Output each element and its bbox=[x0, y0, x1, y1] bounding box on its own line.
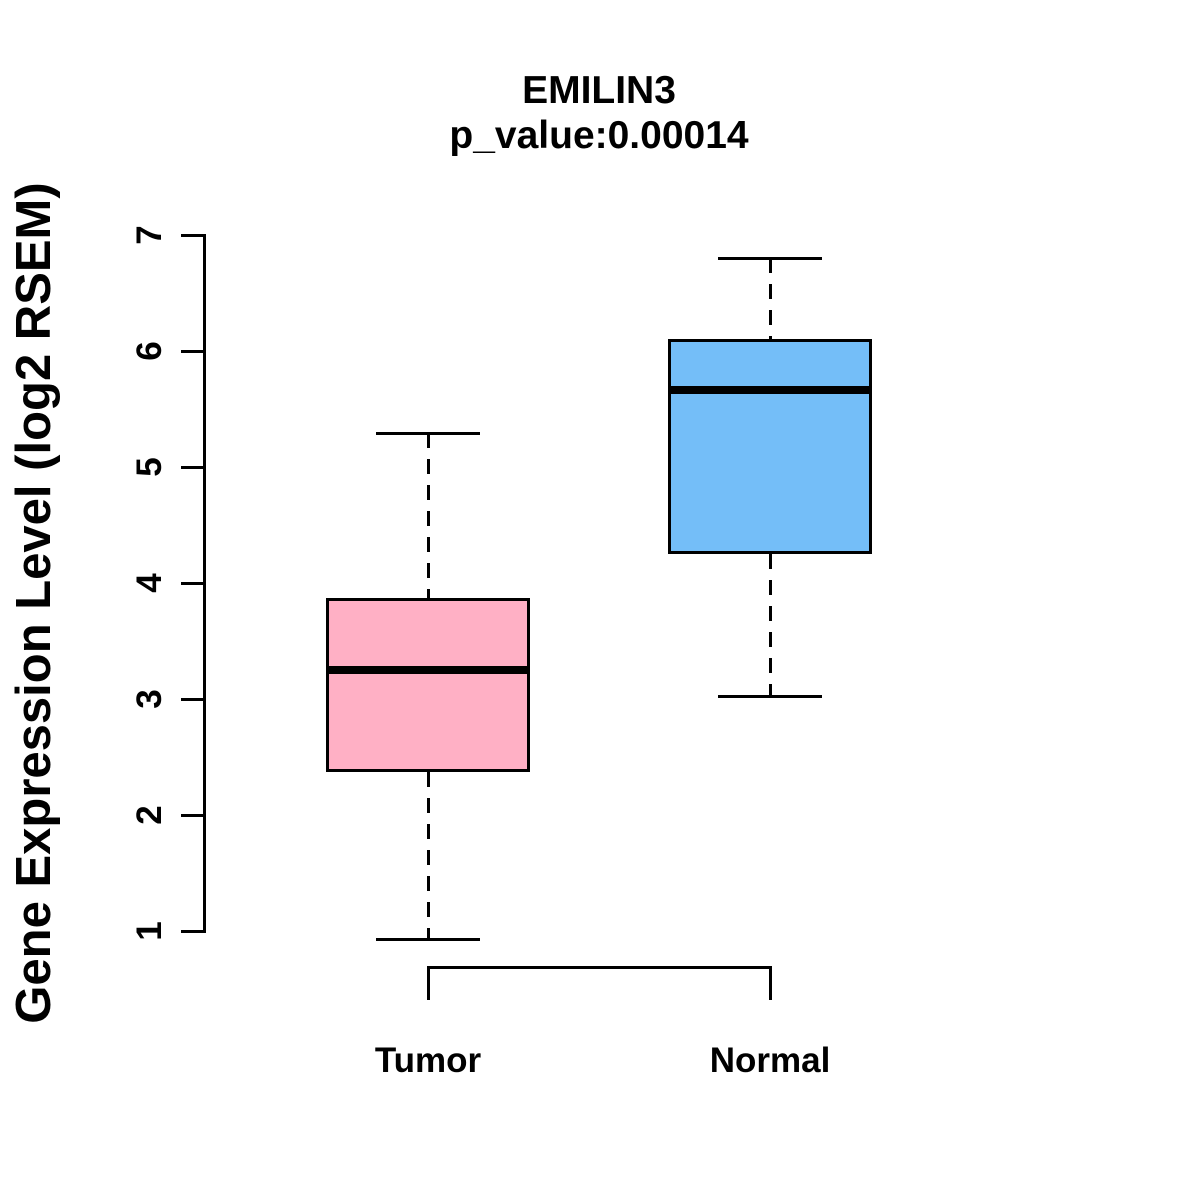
whisker-lower-tumor bbox=[427, 772, 430, 940]
whisker-cap-lower-normal bbox=[718, 694, 822, 698]
y-tick-label: 1 bbox=[130, 921, 169, 941]
chart-title: EMILIN3 bbox=[522, 69, 676, 112]
y-tick-label: 5 bbox=[130, 457, 169, 477]
y-tick-label: 7 bbox=[130, 225, 169, 245]
y-axis-tick bbox=[181, 698, 205, 701]
y-axis-tick bbox=[181, 814, 205, 817]
y-axis-label: Gene Expression Level (log2 RSEM) bbox=[7, 182, 61, 1024]
chart-title-block: EMILIN3 p_value:0.00014 bbox=[199, 68, 999, 158]
whisker-lower-normal bbox=[769, 554, 772, 696]
box-normal bbox=[668, 339, 872, 554]
group-label-normal: Normal bbox=[709, 1041, 831, 1080]
whisker-cap-upper-tumor bbox=[376, 432, 480, 436]
whisker-cap-upper-normal bbox=[718, 257, 822, 261]
whisker-upper-tumor bbox=[427, 433, 430, 599]
y-tick-label: 3 bbox=[130, 689, 169, 709]
x-axis-tick-left bbox=[427, 966, 430, 1000]
y-tick-label: 6 bbox=[130, 341, 169, 361]
y-tick-label: 4 bbox=[130, 573, 169, 593]
x-axis-line bbox=[427, 966, 772, 969]
y-axis-tick bbox=[181, 350, 205, 353]
box-tumor bbox=[326, 598, 530, 773]
median-line-tumor bbox=[326, 666, 530, 674]
whisker-upper-normal bbox=[769, 258, 772, 340]
y-axis-tick bbox=[181, 582, 205, 585]
y-tick-label: 2 bbox=[130, 805, 169, 825]
y-axis-tick bbox=[181, 930, 205, 933]
median-line-normal bbox=[668, 386, 872, 395]
y-axis-tick bbox=[181, 234, 205, 237]
x-axis-tick-right bbox=[769, 966, 772, 1000]
chart-subtitle: p_value:0.00014 bbox=[449, 114, 749, 157]
y-axis-tick bbox=[181, 466, 205, 469]
whisker-cap-lower-tumor bbox=[376, 938, 480, 942]
group-label-tumor: Tumor bbox=[374, 1041, 482, 1080]
